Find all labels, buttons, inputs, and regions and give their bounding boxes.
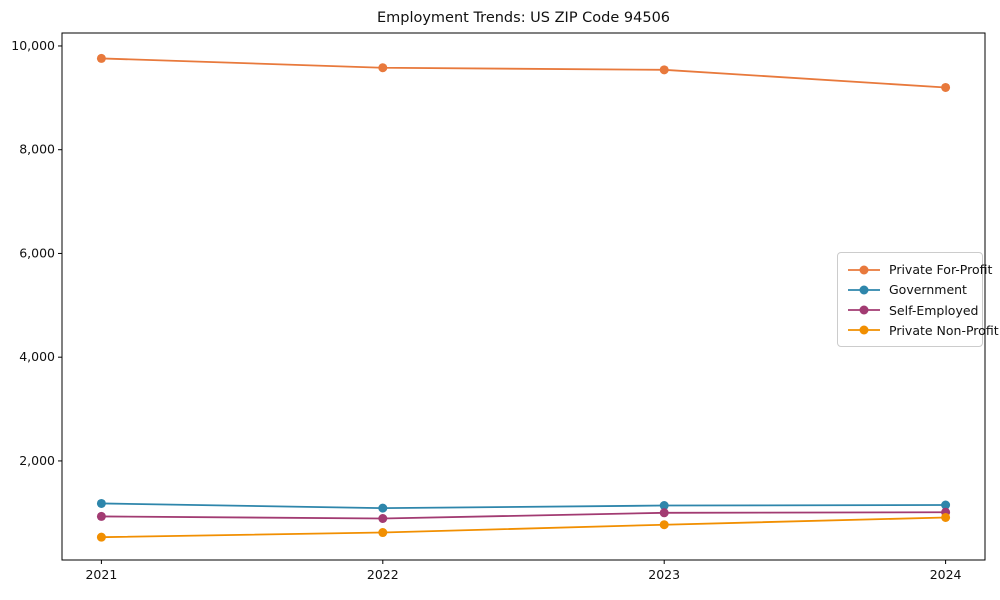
data-point [659, 520, 669, 530]
series-line [101, 511, 946, 520]
data-point [941, 500, 951, 510]
y-tick-label: 6,000 [19, 245, 55, 260]
chart-title: Employment Trends: US ZIP Code 94506 [376, 10, 671, 26]
legend-marker-icon [848, 305, 880, 315]
y-tick-label: 2,000 [19, 453, 55, 468]
legend-marker-icon [848, 285, 880, 295]
x-tick-label: 2024 [930, 567, 962, 582]
data-point [378, 528, 388, 538]
legend-label: Self-Employed [889, 302, 979, 318]
legend-item: Government [846, 280, 974, 299]
data-point [659, 501, 669, 511]
data-point [659, 65, 669, 75]
data-point [941, 82, 951, 92]
series-line [101, 516, 946, 539]
legend: Private For-Profit Government Self-Employe… [837, 252, 999, 347]
legend-dot [859, 305, 869, 315]
plot-border [61, 32, 986, 561]
legend-dot [859, 285, 869, 295]
data-point [378, 63, 388, 73]
data-point [378, 514, 388, 524]
data-point [941, 512, 951, 522]
legend-dot [859, 325, 869, 335]
data-point [96, 53, 106, 63]
y-tick-label: 4,000 [19, 349, 55, 364]
legend-label: Government [889, 282, 967, 298]
x-tick-label: 2023 [648, 567, 680, 582]
legend-marker-icon [848, 265, 880, 274]
data-point [378, 503, 388, 513]
x-tick-label: 2021 [85, 567, 117, 582]
data-point [96, 511, 106, 521]
y-tick-label: 8,000 [19, 142, 55, 157]
series-line [101, 57, 946, 89]
y-tick-label: 10,000 [11, 38, 55, 53]
legend-marker-icon [848, 325, 880, 335]
series-line [101, 502, 946, 510]
legend-label: Private Non-Profit [889, 322, 999, 338]
legend-item: Self-Employed [846, 301, 978, 320]
legend-label: Private For-Profit [889, 262, 993, 277]
legend-item: Private For-Profit [846, 260, 992, 279]
x-tick-label: 2022 [367, 567, 399, 582]
legend-item: Private Non-Profit [846, 321, 999, 340]
data-point [96, 532, 106, 542]
data-point [96, 498, 106, 508]
data-point [659, 508, 669, 518]
legend-dot [859, 265, 869, 274]
